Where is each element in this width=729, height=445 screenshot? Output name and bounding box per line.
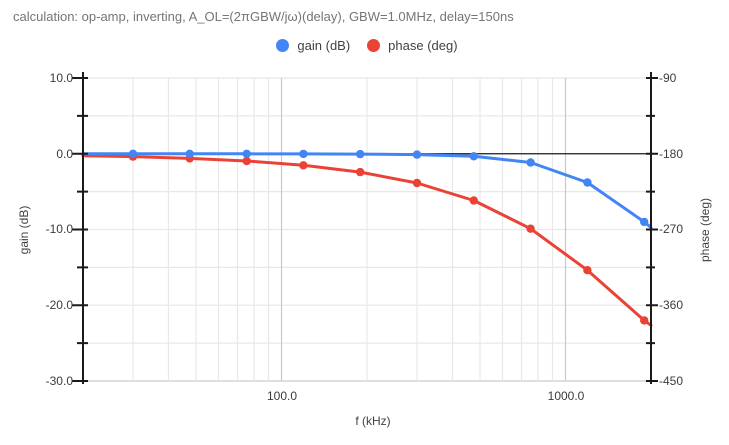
y-left-tick-label: -30.0 — [45, 374, 73, 388]
phase-data-point — [299, 161, 308, 170]
y-right-tick-label: -90 — [659, 71, 677, 85]
chart-title: calculation: op-amp, inverting, A_OL=(2π… — [13, 9, 514, 24]
gain-data-point — [583, 178, 592, 187]
gain-data-point — [128, 149, 138, 158]
y-left-axis-title: gain (dB) — [17, 205, 31, 255]
gain-series-line — [81, 152, 653, 229]
y-left-tick-label: 10.0 — [49, 71, 73, 85]
legend-item-gain[interactable]: gain (dB) — [276, 38, 350, 53]
legend-label-phase: phase (deg) — [388, 38, 458, 53]
gain-data-point — [242, 149, 251, 158]
gain-data-point — [412, 150, 422, 159]
y-left-tick-label: 0.0 — [56, 147, 73, 161]
legend: gain (dB) phase (deg) — [83, 37, 651, 54]
phase-data-point — [356, 167, 365, 177]
gain-data-point — [526, 158, 535, 167]
x-tick-label: 1000.0 — [547, 389, 585, 403]
gain-series-swatch-icon — [276, 39, 290, 52]
gain-data-point — [469, 152, 478, 161]
phase-data-point — [469, 196, 478, 205]
y-right-tick-label: -450 — [659, 374, 684, 388]
phase-data-point — [640, 316, 649, 325]
y-left-tick-label: -20.0 — [45, 298, 73, 312]
y-right-tick-label: -360 — [659, 298, 684, 312]
y-left-tick-label: -10.0 — [45, 222, 73, 236]
legend-label-gain: gain (dB) — [297, 38, 351, 53]
phase-series-swatch-icon — [367, 39, 381, 52]
phase-data-point — [583, 266, 592, 275]
phase-data-point — [242, 156, 251, 166]
y-right-axis-title: phase (deg) — [698, 197, 712, 263]
phase-data-point — [526, 224, 535, 233]
legend-item-phase[interactable]: phase (deg) — [367, 38, 458, 53]
y-right-tick-label: -180 — [659, 147, 684, 161]
phase-series-line — [81, 154, 653, 327]
y-right-tick-label: -270 — [659, 222, 684, 236]
gain-data-point — [299, 149, 308, 159]
gain-data-point — [185, 149, 194, 158]
gain-data-point — [356, 149, 365, 159]
phase-data-point — [412, 178, 422, 188]
gain-data-point — [640, 217, 649, 227]
x-axis-title: f (kHz) — [355, 414, 391, 428]
x-tick-label: 100.0 — [266, 389, 298, 403]
